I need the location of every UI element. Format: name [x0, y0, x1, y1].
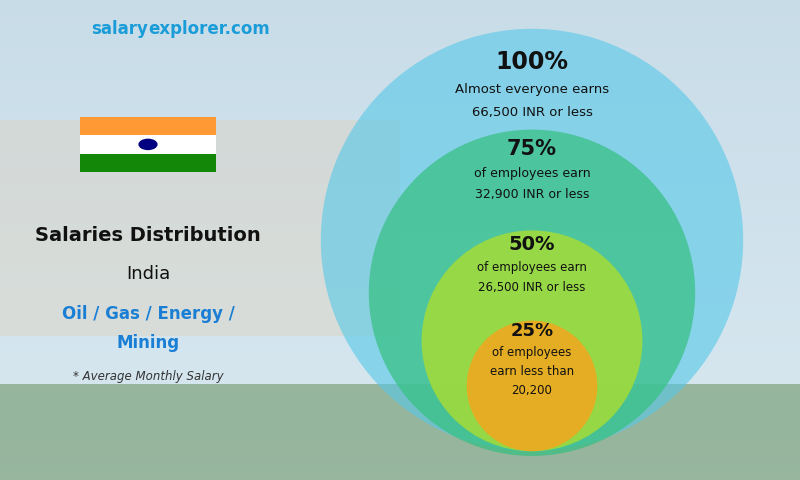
Bar [0, 320, 800, 328]
Text: Mining: Mining [117, 334, 179, 352]
Bar [0, 464, 800, 472]
Bar [0, 96, 800, 104]
Bar [0, 48, 800, 56]
Bar [0, 64, 800, 72]
Bar [0, 352, 800, 360]
Bar [80, 117, 216, 135]
Bar [0, 104, 800, 112]
Bar [0, 16, 800, 24]
Circle shape [138, 139, 158, 150]
Bar [0, 368, 800, 376]
Bar [0, 264, 800, 272]
Bar [0, 328, 800, 336]
Bar [0, 160, 800, 168]
Circle shape [466, 321, 598, 451]
Bar [0, 344, 800, 352]
Bar [0, 408, 800, 416]
Text: * Average Monthly Salary: * Average Monthly Salary [73, 370, 223, 384]
Bar [0, 336, 800, 344]
Bar [0, 88, 800, 96]
Text: explorer.com: explorer.com [148, 20, 270, 38]
Bar [0, 424, 800, 432]
Bar [0, 72, 800, 80]
Bar [0, 312, 800, 320]
Bar [0, 256, 800, 264]
Bar [0, 32, 800, 40]
Bar [0, 432, 800, 440]
Text: of employees earn: of employees earn [477, 261, 587, 275]
Circle shape [422, 230, 642, 451]
Bar [0, 152, 800, 160]
Bar [0, 56, 800, 64]
Text: Oil / Gas / Energy /: Oil / Gas / Energy / [62, 305, 234, 324]
Text: 75%: 75% [507, 139, 557, 159]
Bar [80, 154, 216, 172]
Bar [0, 248, 800, 256]
Bar [0, 392, 800, 400]
Text: 32,900 INR or less: 32,900 INR or less [475, 188, 589, 202]
Bar [0, 400, 800, 408]
Bar [0, 120, 400, 336]
Circle shape [321, 29, 743, 451]
Bar [0, 192, 800, 200]
Text: Almost everyone earns: Almost everyone earns [455, 83, 609, 96]
Text: of employees earn: of employees earn [474, 167, 590, 180]
Bar [0, 208, 800, 216]
Circle shape [369, 130, 695, 456]
Bar [0, 296, 800, 304]
Bar [0, 200, 800, 208]
Bar [0, 288, 800, 296]
Bar [0, 280, 800, 288]
Text: Salaries Distribution: Salaries Distribution [35, 226, 261, 245]
Bar [0, 360, 800, 368]
Bar [0, 304, 800, 312]
Text: 26,500 INR or less: 26,500 INR or less [478, 281, 586, 295]
Bar [0, 136, 800, 144]
Bar [0, 232, 800, 240]
Text: India: India [126, 264, 170, 283]
Bar [80, 135, 216, 154]
Bar [0, 240, 800, 248]
Text: earn less than: earn less than [490, 365, 574, 378]
Bar [0, 80, 800, 88]
Text: 25%: 25% [510, 322, 554, 340]
Text: 100%: 100% [495, 50, 569, 74]
Bar [0, 272, 800, 280]
Bar [0, 384, 800, 480]
Bar [0, 440, 800, 448]
Bar [0, 416, 800, 424]
Bar [0, 8, 800, 16]
Bar [0, 144, 800, 152]
Text: 20,200: 20,200 [511, 384, 553, 397]
Bar [0, 384, 800, 392]
Bar [0, 224, 800, 232]
Bar [0, 0, 800, 8]
Text: 50%: 50% [509, 235, 555, 254]
Bar [0, 184, 800, 192]
Bar [0, 24, 800, 32]
Bar [0, 128, 800, 136]
Bar [0, 120, 800, 128]
Bar [0, 456, 800, 464]
Text: of employees: of employees [492, 346, 572, 359]
Bar [0, 40, 800, 48]
Bar [0, 168, 800, 176]
Bar [0, 472, 800, 480]
Text: salary: salary [91, 20, 148, 38]
Bar [0, 216, 800, 224]
Bar [0, 112, 800, 120]
Bar [0, 448, 800, 456]
Text: 66,500 INR or less: 66,500 INR or less [471, 106, 593, 119]
Bar [0, 376, 800, 384]
Bar [0, 176, 800, 184]
